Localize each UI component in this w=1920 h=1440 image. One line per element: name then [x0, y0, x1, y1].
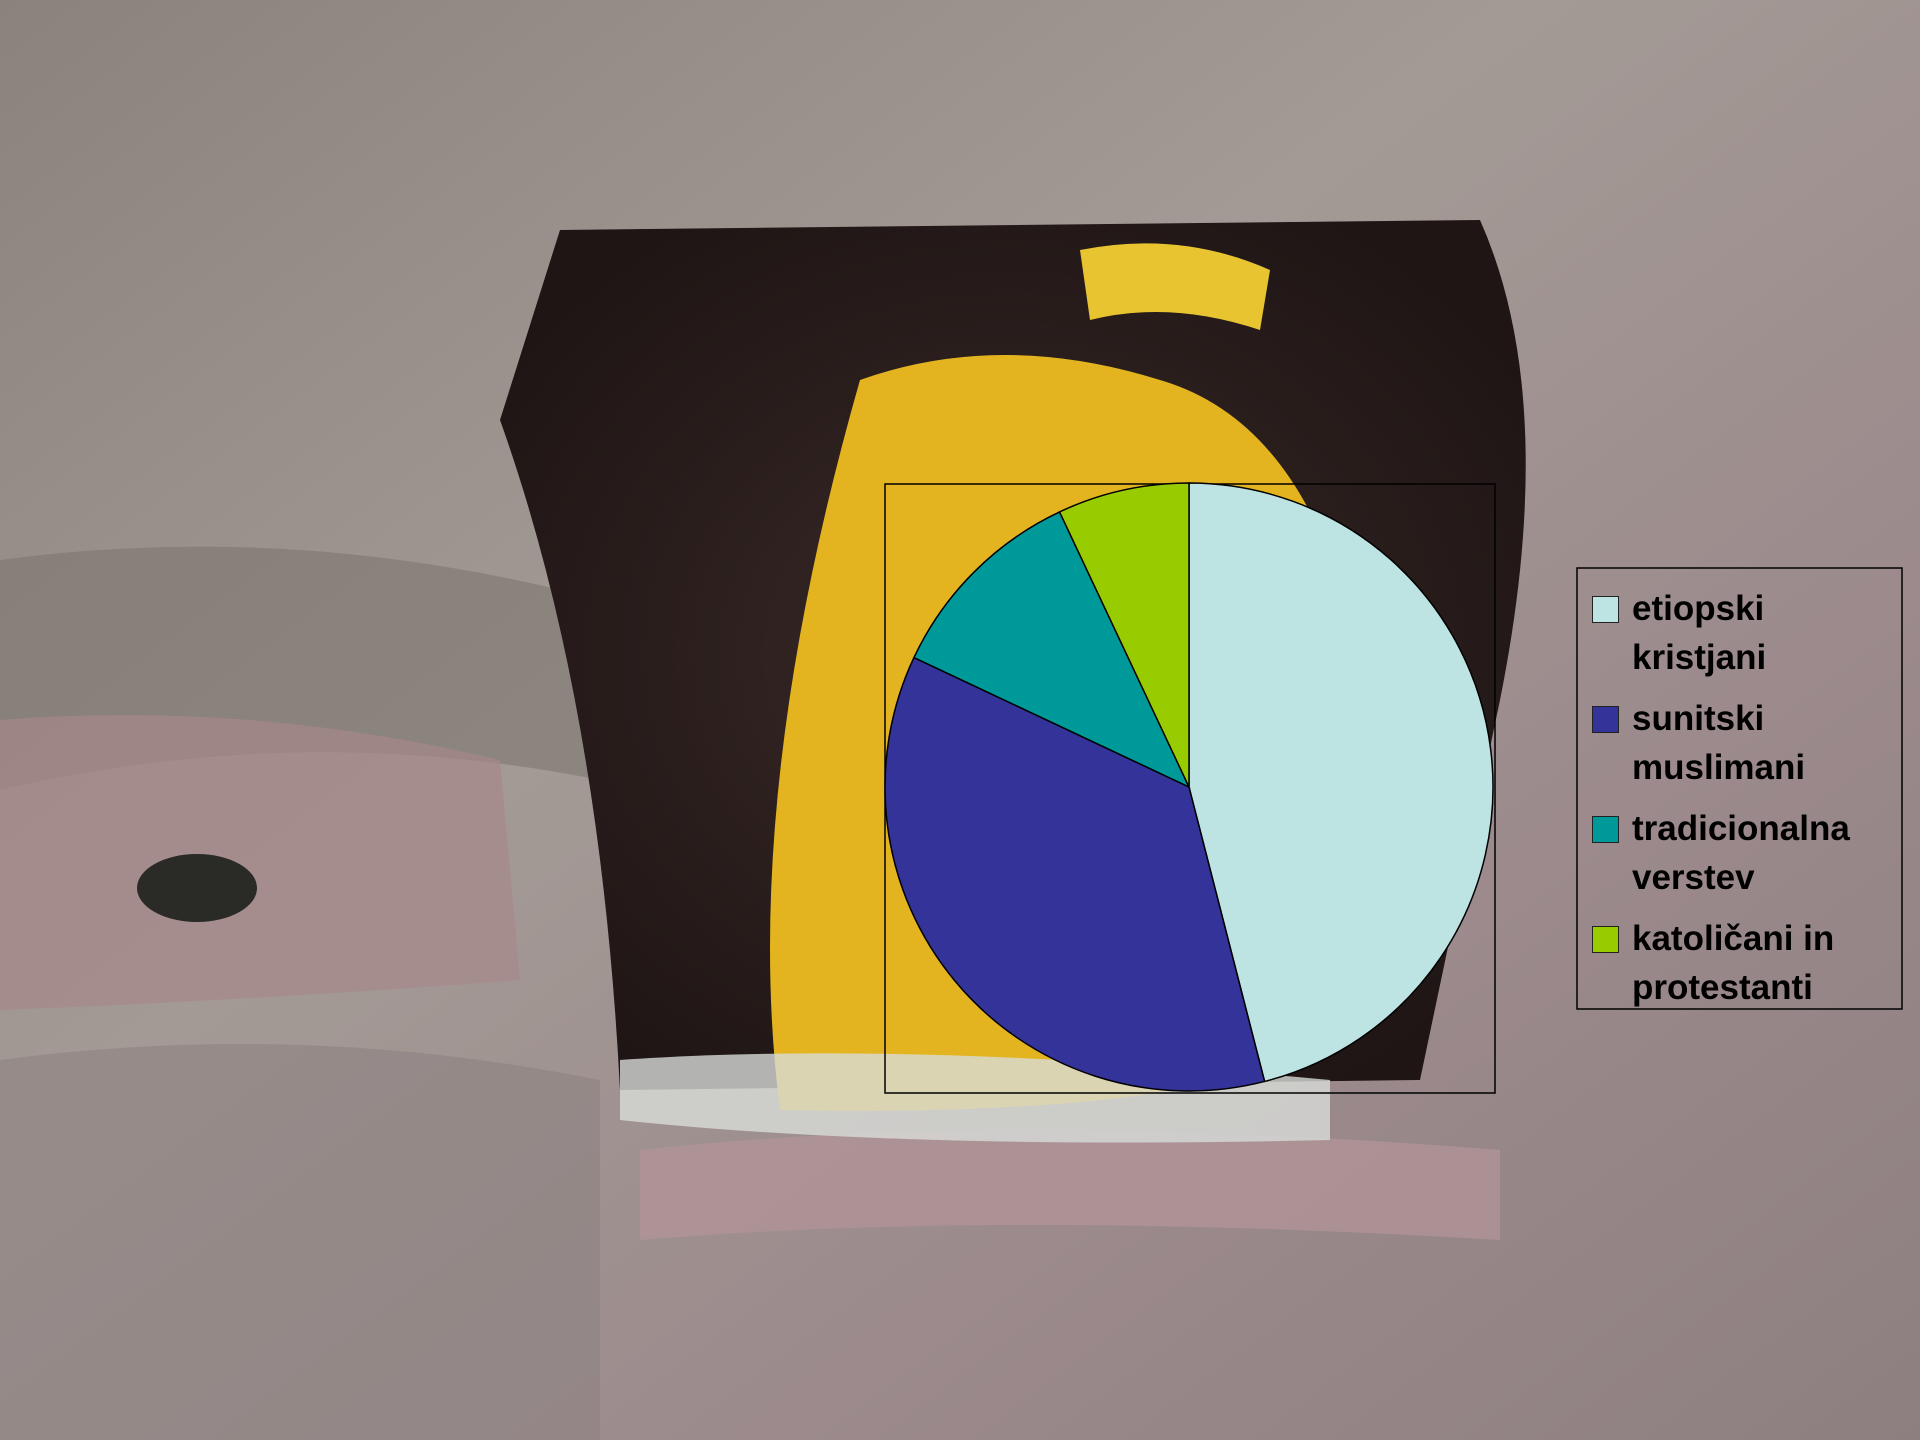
pie-slice [1188, 482, 1494, 1083]
legend-label: tradicionalna verstev [1632, 809, 1850, 897]
legend-swatch [1592, 596, 1619, 623]
legend-swatch [1592, 706, 1619, 733]
pie-slice [912, 510, 1191, 789]
legend-label: etiopski kristjani [1632, 589, 1767, 677]
pie-slice [884, 656, 1266, 1092]
legend-swatch [1592, 926, 1619, 953]
legend-label: sunitski muslimani [1632, 699, 1806, 787]
legend-swatch [1592, 816, 1619, 843]
legend-box [1576, 567, 1903, 1010]
pie-slice [1058, 482, 1190, 788]
legend-label: katoličani in protestanti [1632, 919, 1835, 1007]
